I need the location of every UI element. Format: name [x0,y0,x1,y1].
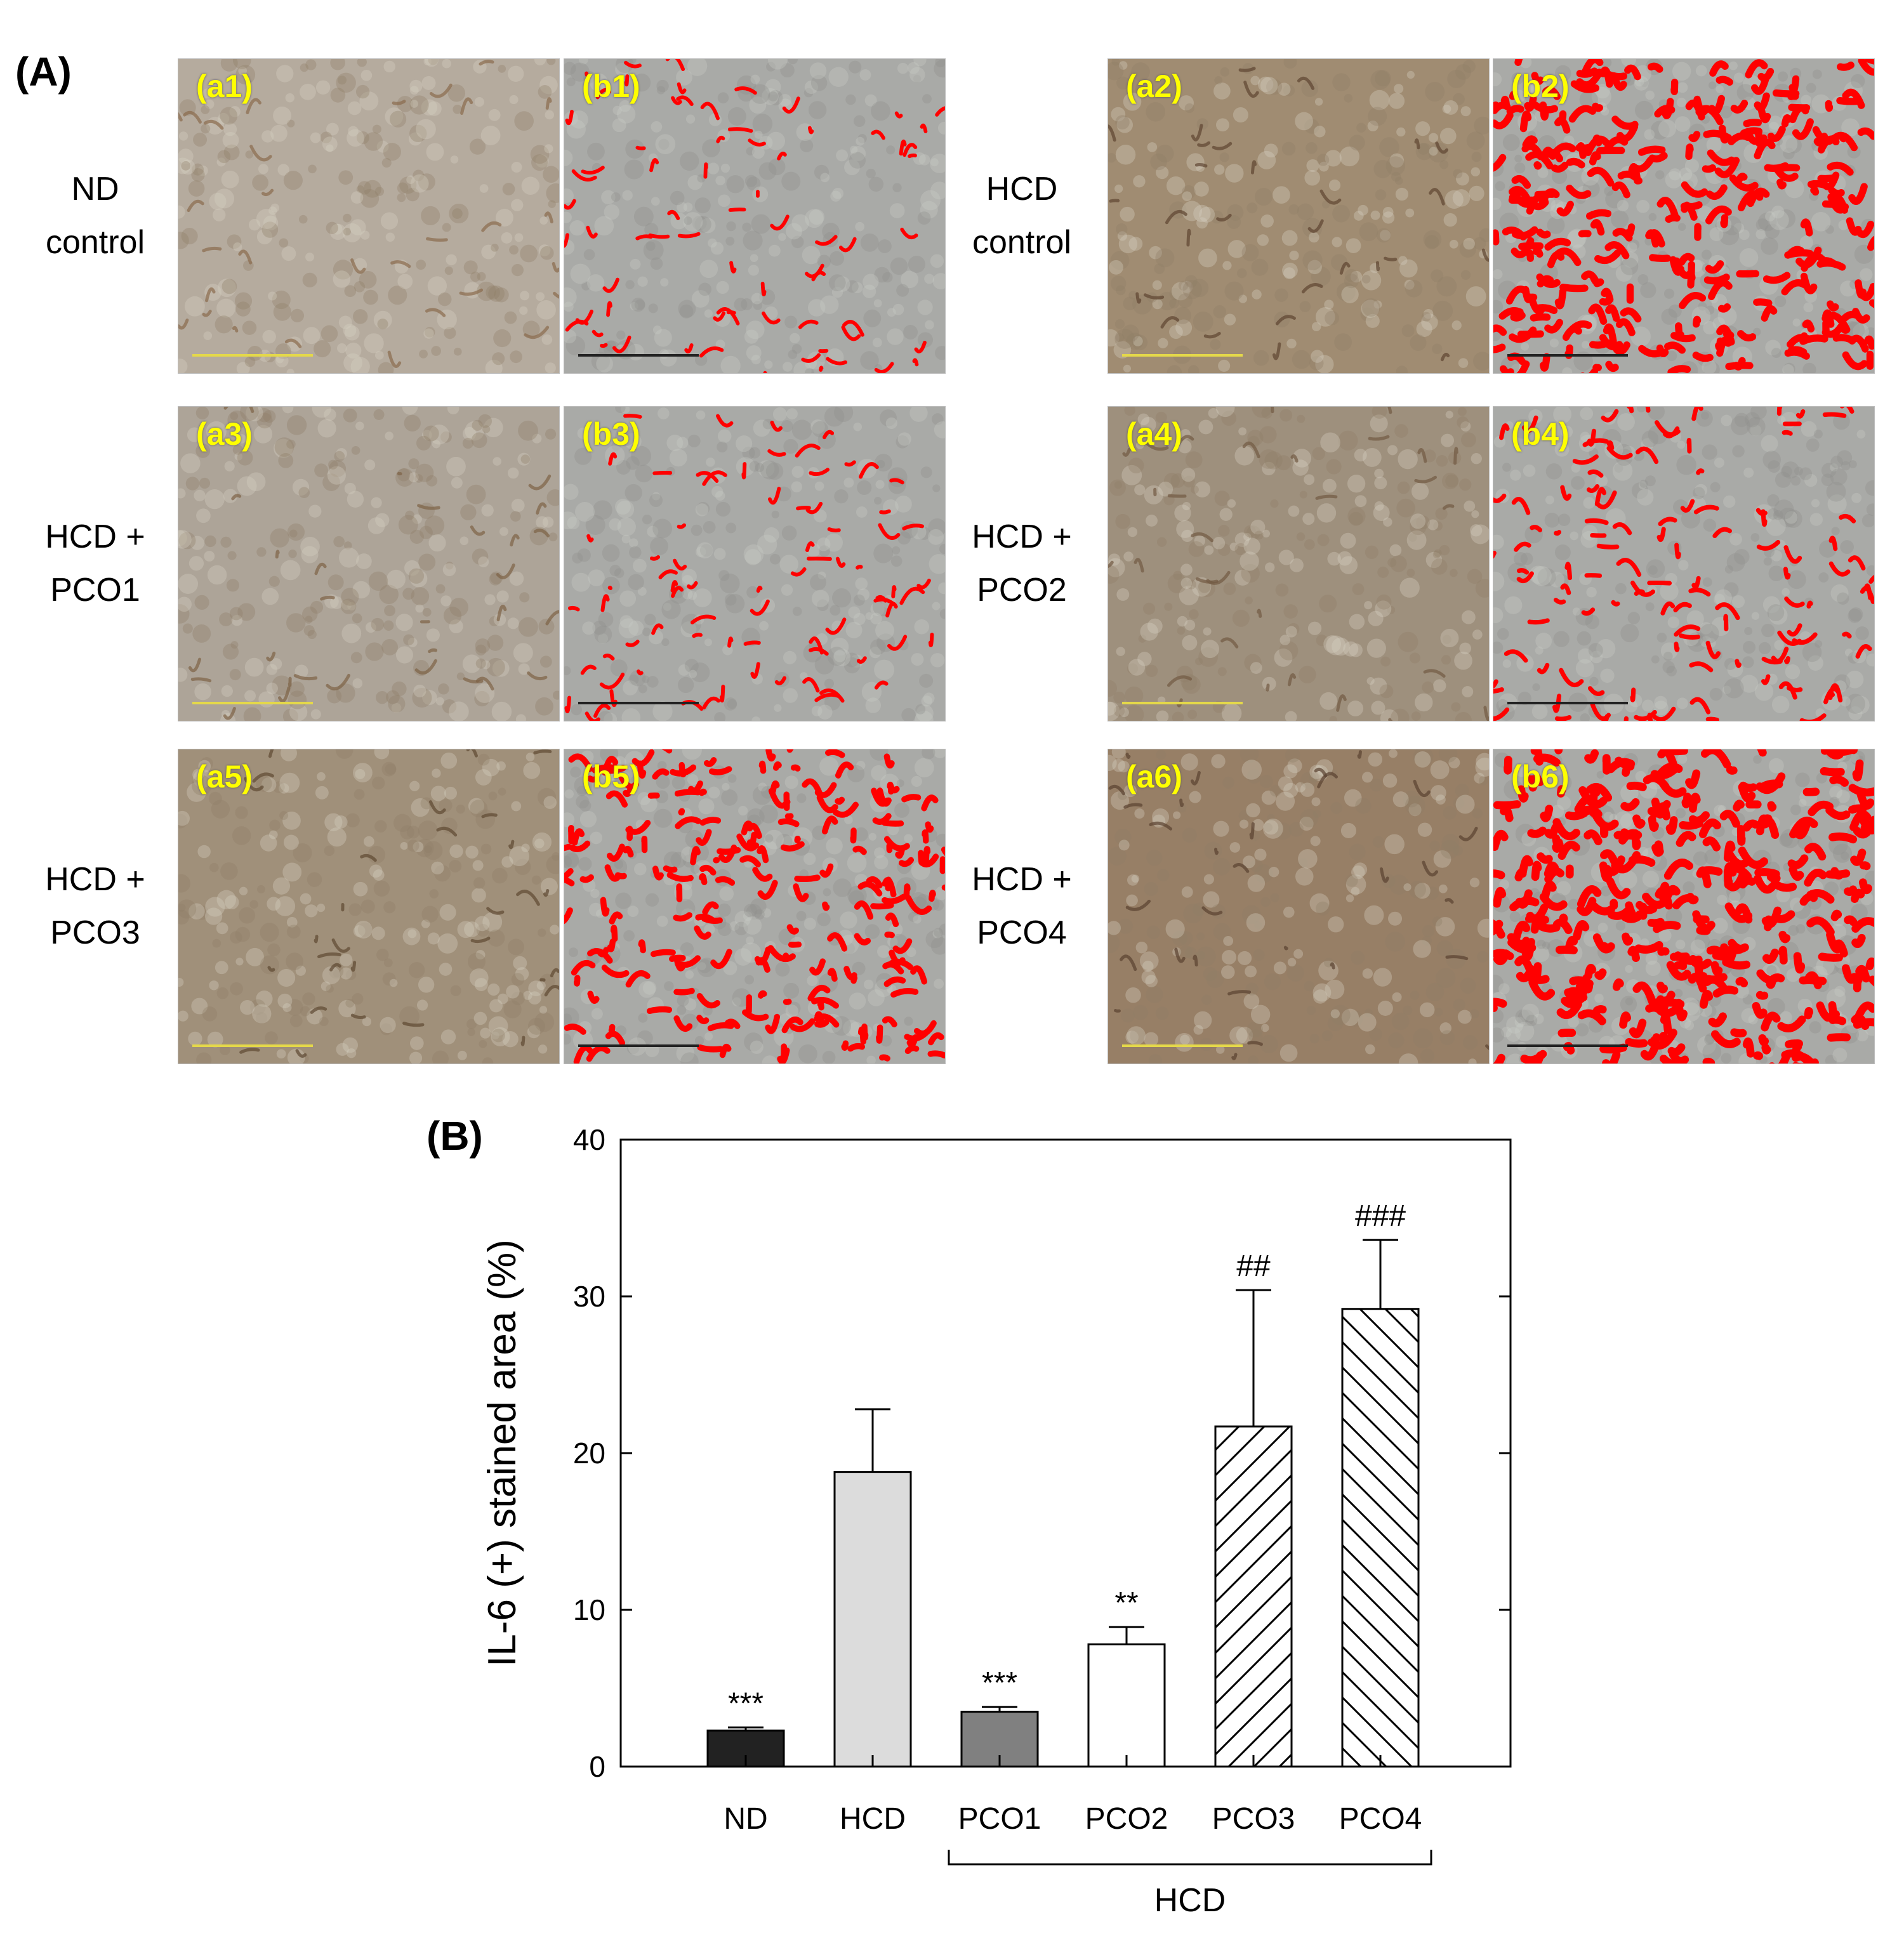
image-tag: (b2) [1511,69,1570,104]
image-tag: (a3) [196,416,253,452]
row-label-line: HCD [986,170,1058,207]
scale-bar [1122,1044,1243,1047]
x-tick-label: PCO1 [958,1802,1041,1836]
scale-bar [1507,1044,1628,1047]
scale-bar [192,354,313,357]
micrograph: (a4) [1107,406,1490,721]
row-label: HCD + PCO4 [946,853,1098,959]
micrograph: (a5) [178,749,560,1064]
image-tag: (a1) [196,69,253,104]
panel-a-label: (A) [15,49,72,95]
image-tag: (a4) [1126,416,1182,452]
row-label-line: HCD + [45,860,145,898]
row-label-line: HCD + [45,518,145,555]
row-label: HCD + PCO2 [946,510,1098,617]
group-bracket-label: HCD [1154,1882,1226,1919]
row-label: HCD + PCO3 [19,853,171,959]
y-tick-label: 10 [573,1593,605,1626]
micrograph: (a2) [1107,58,1490,374]
y-tick-label: 40 [573,1123,605,1156]
y-tick-label: 30 [573,1280,605,1313]
significance-label: ### [1355,1199,1406,1233]
scale-bar [1507,702,1628,704]
micrograph-overlay: (b1) [564,58,946,374]
y-tick-label: 20 [573,1437,605,1470]
bar [833,1471,912,1768]
micrograph-overlay: (b4) [1493,406,1875,721]
image-tag: (b1) [582,69,640,104]
x-tick-label: HCD [840,1802,906,1836]
image-tag: (b5) [582,759,640,794]
micrograph: (a3) [178,406,560,721]
row-label: ND control [19,162,171,269]
scale-bar [192,702,313,704]
y-tick-label: 0 [589,1750,605,1783]
scale-bar [192,1044,313,1047]
scale-bar [578,1044,699,1047]
panel-b-label: (B) [426,1113,483,1159]
y-axis-label: IL-6 (+) stained area (%) [480,1239,524,1667]
row-label-line: ND [71,170,119,207]
image-tag: (b6) [1511,759,1570,794]
micrograph: (a6) [1107,749,1490,1064]
row-label-line: control [972,223,1072,261]
image-tag: (b4) [1511,416,1570,452]
bar [1341,1308,1420,1768]
row-label-line: HCD + [972,860,1072,898]
significance-label: ** [1114,1586,1138,1620]
bar [1087,1643,1166,1768]
row-label: HCD control [946,162,1098,269]
row-label: HCD + PCO1 [19,510,171,617]
image-tag: (a2) [1126,69,1182,104]
group-bracket [948,1850,1432,1866]
significance-label: *** [982,1666,1017,1700]
micrograph-overlay: (b6) [1493,749,1875,1064]
row-label-line: PCO1 [50,571,140,609]
bar [1214,1425,1293,1768]
significance-label: ## [1236,1249,1271,1283]
row-label-line: PCO3 [50,914,140,951]
image-tag: (a6) [1126,759,1182,794]
micrograph: (a1) [178,58,560,374]
significance-label: *** [728,1687,764,1720]
row-label-line: control [45,223,145,261]
x-tick-label: ND [724,1802,767,1836]
micrograph-overlay: (b2) [1493,58,1875,374]
x-tick-label: PCO2 [1085,1802,1168,1836]
image-tag: (a5) [196,759,253,794]
scale-bar [578,354,699,357]
row-label-line: HCD + [972,518,1072,555]
x-tick-label: PCO3 [1212,1802,1295,1836]
image-tag: (b3) [582,416,640,452]
row-label-line: PCO4 [977,914,1067,951]
micrograph-overlay: (b3) [564,406,946,721]
scale-bar [1507,354,1628,357]
x-tick-label: PCO4 [1339,1802,1422,1836]
scale-bar [1122,354,1243,357]
scale-bar [1122,702,1243,704]
micrograph-overlay: (b5) [564,749,946,1064]
scale-bar [578,702,699,704]
row-label-line: PCO2 [977,571,1067,609]
